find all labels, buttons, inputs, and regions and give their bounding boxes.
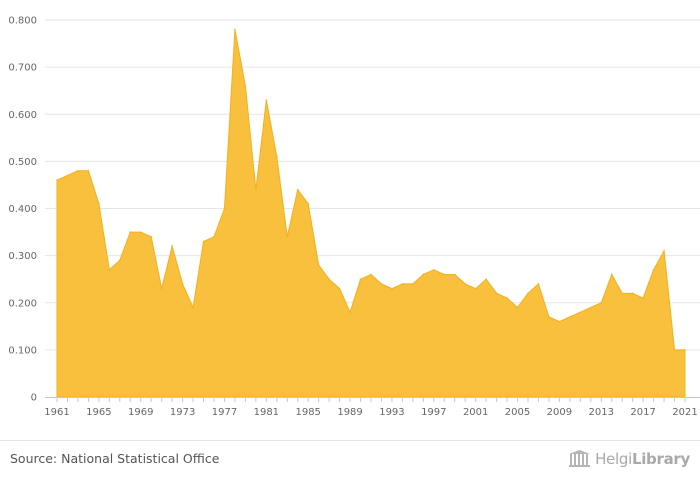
- data-point: [391, 287, 393, 290]
- series-area-layer: [56, 28, 686, 398]
- data-point: [223, 207, 226, 210]
- data-point: [380, 283, 383, 285]
- x-tick-label: 2013: [589, 407, 614, 418]
- data-point: [160, 287, 163, 290]
- data-point: [537, 283, 540, 285]
- data-point: [506, 297, 508, 299]
- data-point: [621, 292, 623, 295]
- data-point: [265, 99, 268, 101]
- x-tick-label: 1961: [44, 407, 69, 418]
- data-point: [569, 316, 571, 318]
- data-point: [359, 278, 362, 280]
- y-tick-label: 0.500: [8, 157, 37, 168]
- data-point: [66, 174, 69, 177]
- data-point: [558, 320, 561, 323]
- data-point: [516, 306, 519, 309]
- logo-wordmark: HelgiLibrary: [595, 450, 690, 468]
- data-point: [276, 155, 278, 158]
- source-note: Source: National Statistical Office: [10, 451, 220, 466]
- x-tick-label: 2005: [505, 407, 530, 418]
- data-point: [181, 283, 184, 285]
- data-point: [412, 283, 414, 285]
- data-point: [328, 278, 330, 280]
- data-point: [663, 250, 665, 252]
- x-tick-label: 2017: [630, 407, 655, 418]
- y-axis-ticks: 0 0.100 0.200 0.300 0.400 0.500 0.600 0.700 0.80…: [8, 16, 37, 404]
- data-point: [338, 287, 341, 290]
- data-point: [129, 231, 132, 233]
- y-tick-label: 0.700: [8, 63, 37, 74]
- data-point: [673, 349, 676, 351]
- data-point: [370, 273, 372, 276]
- series-area: [56, 29, 686, 398]
- data-point: [296, 188, 299, 191]
- data-point: [495, 292, 498, 295]
- data-point: [610, 273, 613, 276]
- x-tick-label: 1965: [86, 407, 111, 418]
- y-tick-label: 0.400: [8, 204, 37, 215]
- data-point: [307, 202, 310, 205]
- y-tick-label: 0.300: [8, 251, 37, 262]
- y-tick-label: 0: [31, 393, 37, 404]
- data-point: [474, 287, 477, 290]
- data-point: [56, 179, 58, 182]
- data-point: [349, 311, 351, 313]
- data-point: [108, 268, 111, 271]
- x-tick-label: 1997: [421, 407, 446, 418]
- helgi-library-logo[interactable]: HelgiLibrary: [569, 447, 690, 471]
- data-point: [464, 283, 467, 285]
- data-point: [77, 170, 79, 172]
- area-chart: 0 0.100 0.200 0.300 0.400 0.500 0.600 0.700 0.80…: [8, 16, 700, 418]
- data-point: [652, 268, 655, 271]
- x-tick-label: 1969: [128, 407, 153, 418]
- footer-divider: [0, 440, 700, 441]
- x-tick-label: 2009: [547, 407, 572, 418]
- data-point: [213, 235, 215, 238]
- logo-text-helgi: Helgi: [595, 450, 632, 468]
- y-tick-label: 0.100: [8, 345, 37, 356]
- x-tick-label: 1977: [212, 407, 237, 418]
- data-point: [401, 283, 404, 285]
- x-tick-label: 2021: [672, 407, 697, 418]
- data-point: [631, 292, 634, 295]
- data-point: [443, 273, 446, 276]
- data-point: [98, 202, 100, 205]
- library-columns-icon: [569, 450, 591, 467]
- data-point: [119, 259, 121, 262]
- data-point: [684, 349, 686, 351]
- x-tick-label: 1993: [379, 407, 404, 418]
- data-point: [600, 301, 603, 304]
- x-axis-ticks: 1961 1965 1969 1973 1977 1981 1985 1989 1993 1997…: [44, 407, 697, 418]
- y-tick-label: 0.600: [8, 110, 37, 121]
- logo-text-library: Library: [631, 450, 690, 468]
- data-point: [642, 297, 644, 299]
- data-point: [150, 235, 152, 238]
- data-point: [579, 311, 582, 313]
- x-tick-label: 1989: [337, 407, 362, 418]
- data-point: [453, 273, 456, 276]
- x-tick-label: 2001: [463, 407, 488, 418]
- data-point: [192, 306, 194, 309]
- data-point: [234, 28, 236, 31]
- data-point: [433, 268, 435, 271]
- x-tick-label: 1973: [170, 407, 195, 418]
- data-point: [590, 306, 592, 309]
- data-point: [286, 235, 289, 238]
- x-tick-label: 1985: [295, 407, 320, 418]
- data-point: [422, 273, 425, 276]
- x-tick-label: 1981: [254, 407, 279, 418]
- data-point: [139, 231, 142, 233]
- data-point: [255, 188, 257, 191]
- data-point: [485, 278, 487, 280]
- y-tick-label: 0.200: [8, 298, 37, 309]
- data-point: [87, 170, 90, 172]
- y-tick-label: 0.800: [8, 16, 37, 27]
- data-point: [548, 316, 550, 318]
- data-point: [244, 85, 247, 87]
- data-point: [202, 240, 205, 243]
- data-point: [317, 264, 320, 266]
- axes: [45, 397, 700, 402]
- data-point: [527, 292, 529, 295]
- data-point: [171, 245, 173, 247]
